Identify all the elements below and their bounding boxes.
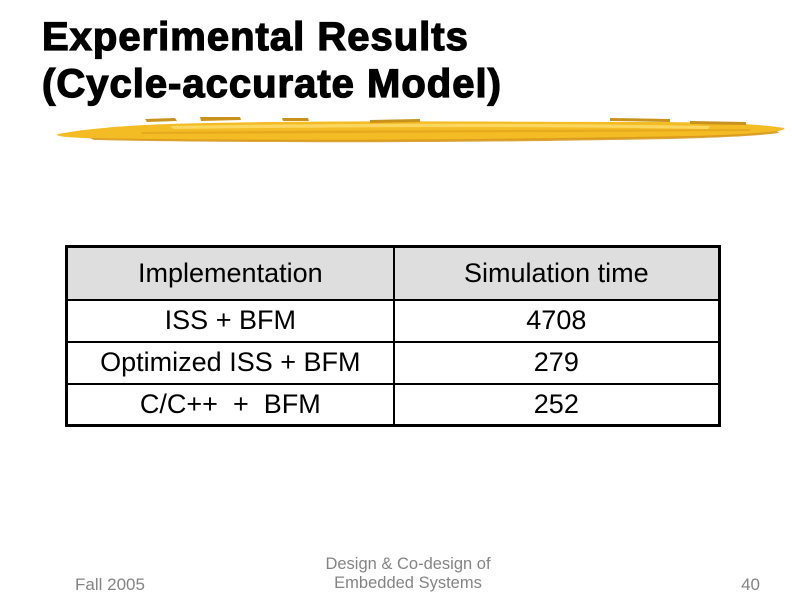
slide-page-number: 40 <box>741 575 760 594</box>
footer-course-line2: Embedded Systems <box>334 574 482 592</box>
slide-title: Experimental Results (Cycle-accurate Mod… <box>41 14 502 108</box>
cell-simulation-time: 4708 <box>392 298 721 343</box>
table-row: Optimized ISS + BFM 279 <box>65 340 721 385</box>
footer-course-line1: Design & Co-design of <box>325 555 491 573</box>
brush-stroke-dash-1 <box>145 118 177 122</box>
brush-stroke-dash-6 <box>690 121 746 125</box>
brush-stroke-dash-2 <box>200 117 241 121</box>
footer-course-title: Design & Co-design of Embedded Systems <box>96 555 720 593</box>
cell-simulation-time: 252 <box>392 382 721 427</box>
results-table-container: Implementation Simulation time ISS + BFM… <box>65 245 721 427</box>
brush-stroke-dash-5 <box>610 118 670 122</box>
table-row: ISS + BFM 4708 <box>65 298 721 343</box>
cell-implementation: Optimized ISS + BFM <box>65 340 395 385</box>
brush-stroke-dark-streak <box>90 131 779 143</box>
table-header-row: Implementation Simulation time <box>65 245 721 301</box>
results-table: Implementation Simulation time ISS + BFM… <box>65 245 721 427</box>
cell-implementation: ISS + BFM <box>65 298 395 343</box>
highlight-brush-stroke <box>56 117 785 143</box>
header-cell-simulation-time: Simulation time <box>392 245 721 301</box>
slide-title-line1: Experimental Results <box>41 14 469 59</box>
cell-simulation-time: 279 <box>392 340 721 385</box>
brush-stroke-mid-streak <box>140 129 750 134</box>
footer-date: Fall 2005 <box>75 575 145 594</box>
brush-stroke-dash-4 <box>370 119 420 123</box>
header-cell-implementation: Implementation <box>65 245 395 301</box>
table-row: C/C++ + BFM 252 <box>65 382 721 427</box>
cell-implementation: C/C++ + BFM <box>65 382 395 427</box>
slide-title-line2: (Cycle-accurate Model) <box>41 61 502 106</box>
brush-stroke-dash-3 <box>282 118 309 121</box>
brush-stroke-light-streak <box>170 123 710 129</box>
